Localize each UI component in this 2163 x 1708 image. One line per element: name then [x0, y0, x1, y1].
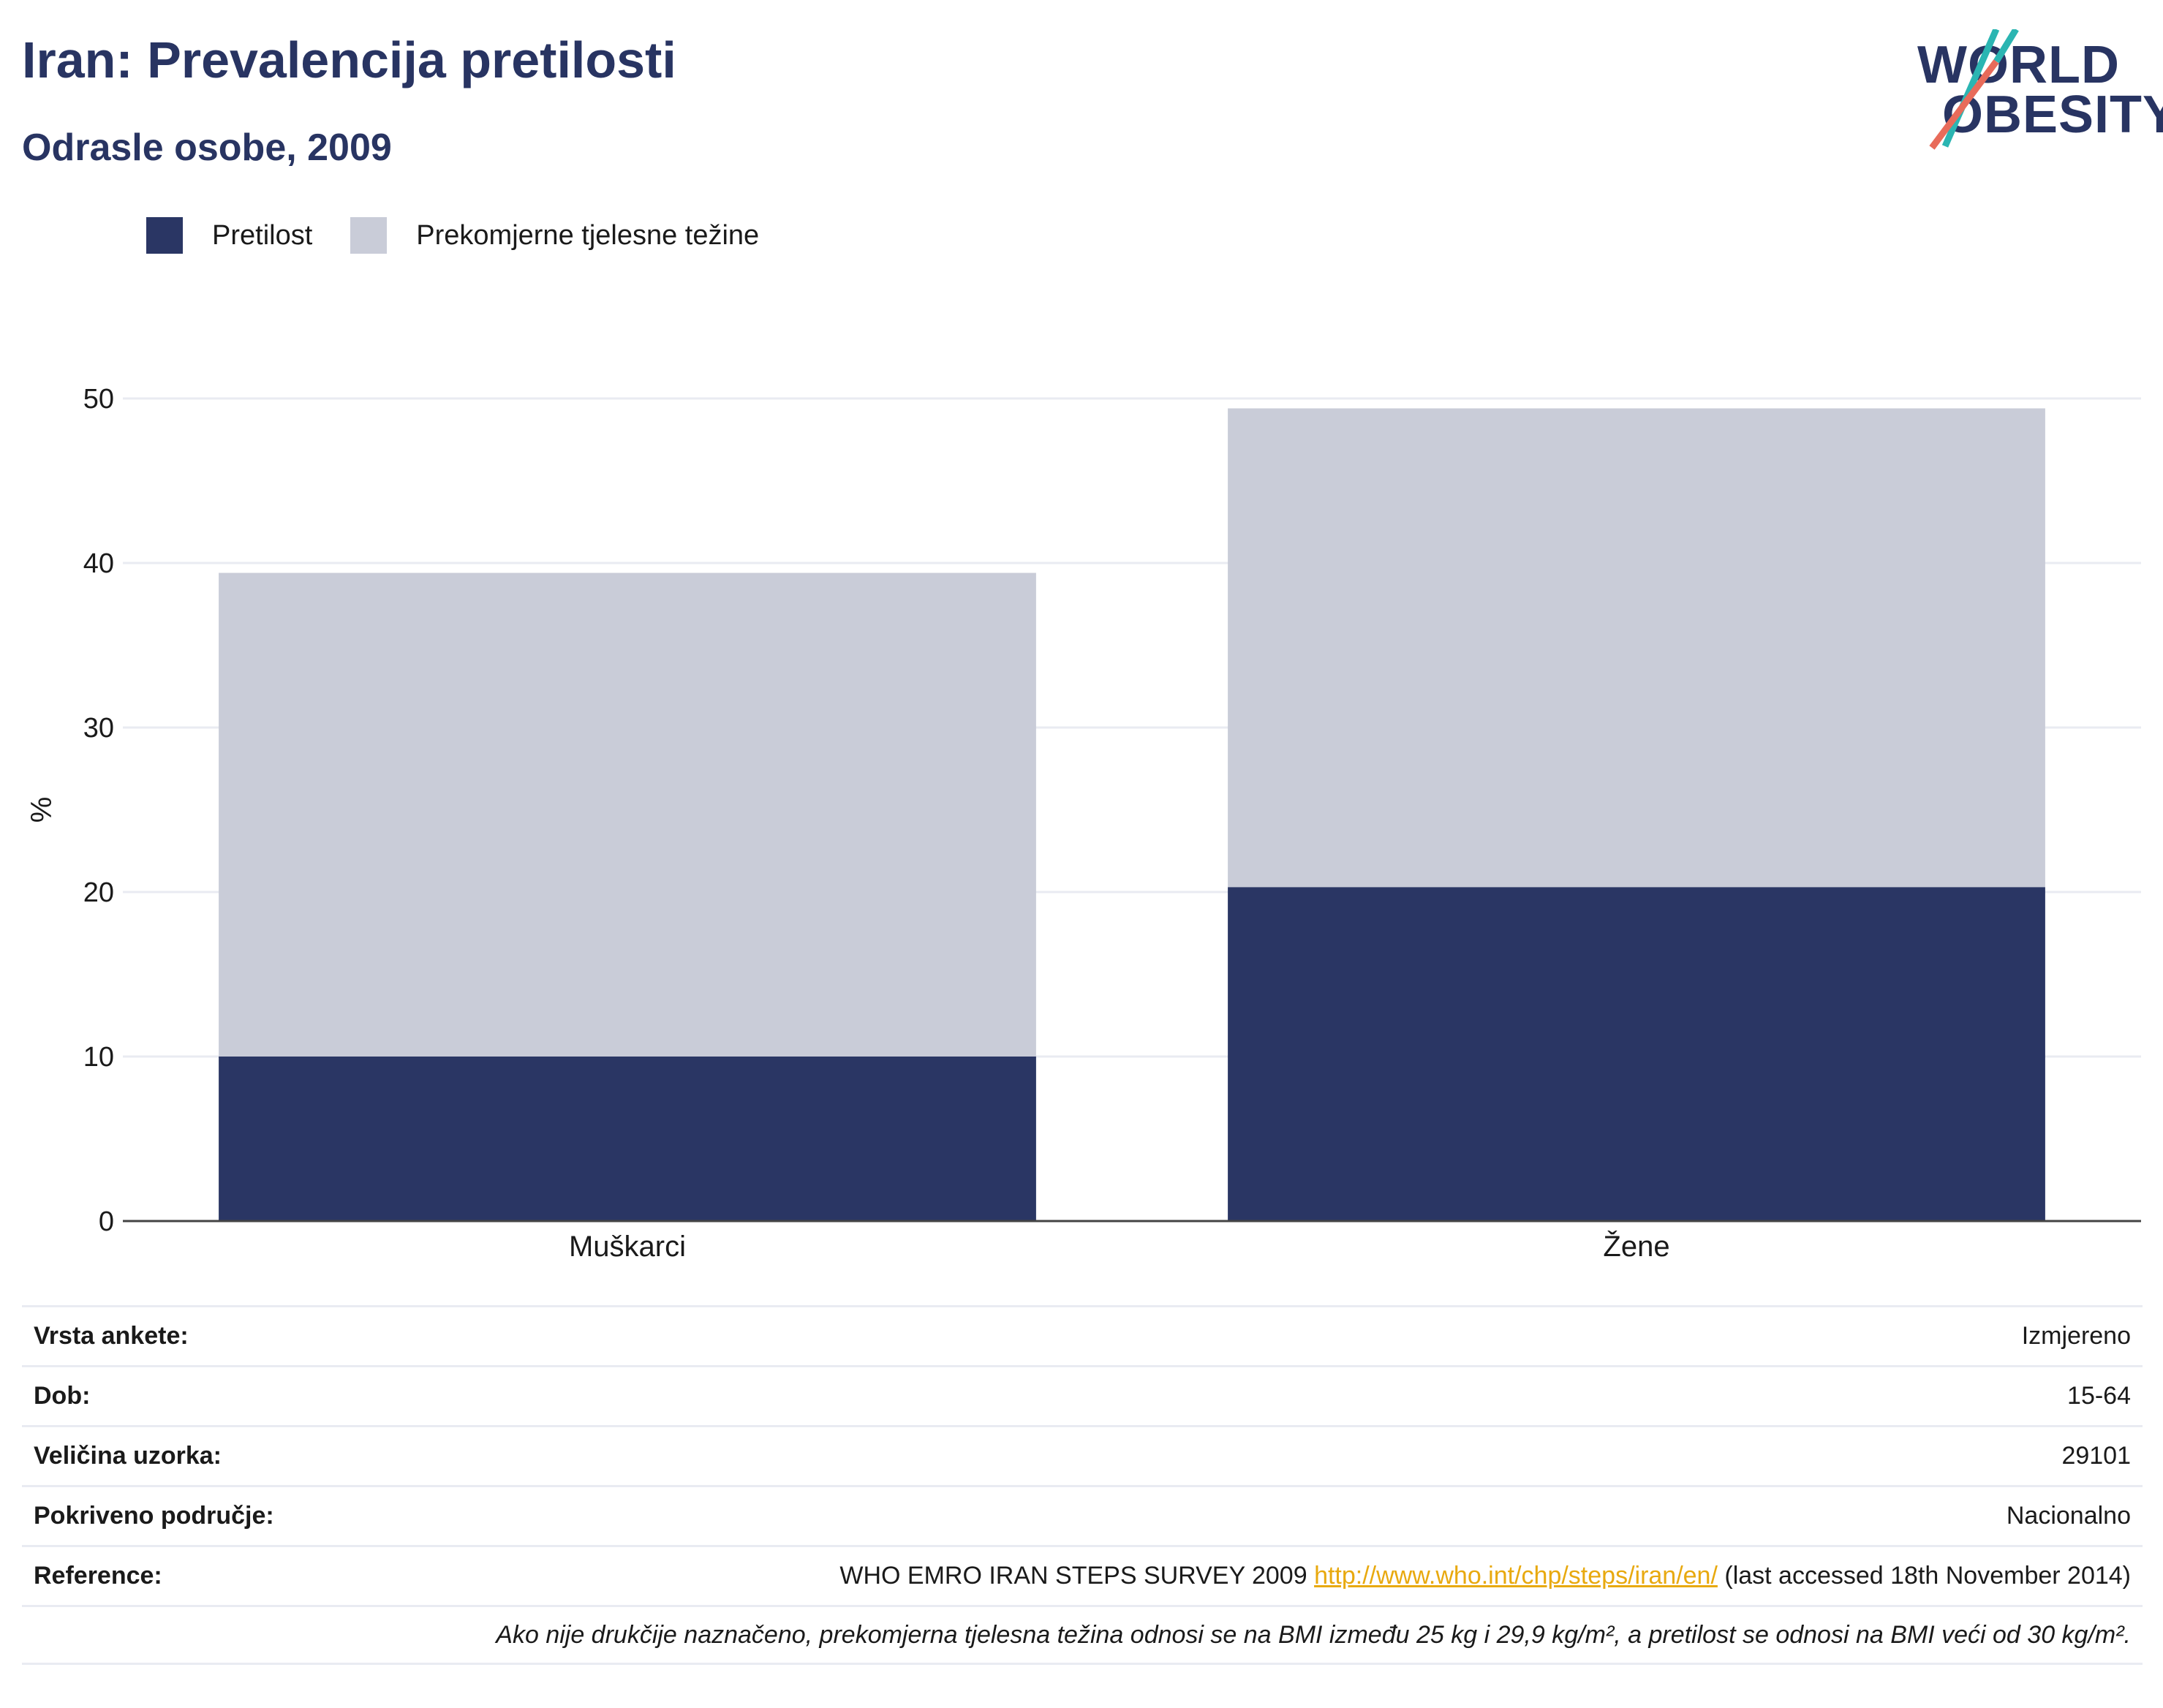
- y-tick-label: 50: [83, 384, 114, 415]
- info-label: Pokriveno područje:: [34, 1502, 274, 1530]
- legend-item-overweight: Prekomjerne tjelesne težine: [350, 217, 759, 254]
- reference-link[interactable]: http://www.who.int/chp/steps/iran/en/: [1314, 1562, 1718, 1590]
- info-value: 29101: [2061, 1442, 2131, 1470]
- definition-note: Ako nije drukčije naznačeno, prekomjerna…: [22, 1605, 2143, 1665]
- info-value: Izmjereno: [2021, 1322, 2131, 1350]
- bar-obesity-2: [1228, 887, 2045, 1221]
- x-tick-label: Muškarci: [569, 1231, 686, 1263]
- bar-obesity-1: [219, 1057, 1036, 1221]
- info-row-coverage: Pokriveno područje: Nacionalno: [22, 1485, 2143, 1545]
- page-title: Iran: Prevalencija pretilosti: [22, 31, 676, 88]
- logo-slash-icon: [1929, 29, 2019, 150]
- logo-line-2: OBESITY: [1942, 86, 2163, 144]
- logo-line-1: WORLD: [1917, 36, 2120, 94]
- legend-swatch-obesity: [146, 217, 183, 254]
- bar-overweight-2: [1228, 408, 2045, 888]
- info-label: Vrsta ankete:: [34, 1322, 189, 1350]
- y-tick-label: 40: [83, 548, 114, 579]
- info-row-sample-size: Veličina uzorka: 29101: [22, 1425, 2143, 1485]
- legend-item-obesity: Pretilost: [146, 217, 312, 254]
- reference-suffix: (last accessed 18th November 2014): [1724, 1562, 2131, 1590]
- legend-label-overweight: Prekomjerne tjelesne težine: [416, 219, 760, 251]
- info-label: Reference:: [34, 1562, 162, 1590]
- chart-legend: Pretilost Prekomjerne tjelesne težine: [146, 216, 797, 254]
- info-label: Veličina uzorka:: [34, 1442, 222, 1470]
- info-row-age: Dob: 15-64: [22, 1365, 2143, 1425]
- info-row-survey-type: Vrsta ankete: Izmjereno: [22, 1305, 2143, 1365]
- reference-value: WHO EMRO IRAN STEPS SURVEY 2009 http://w…: [839, 1562, 2131, 1590]
- world-obesity-logo: WORLD OBESITY: [1909, 29, 2163, 154]
- legend-swatch-overweight: [350, 217, 388, 254]
- y-axis-title: %: [26, 797, 58, 823]
- x-tick-label: Žene: [1603, 1230, 1669, 1263]
- info-value: Nacionalno: [2006, 1502, 2131, 1530]
- info-label: Dob:: [34, 1382, 91, 1410]
- bar-chart: 0 10 20 30 40 50% Muškarci Žene: [26, 384, 2141, 1263]
- legend-label-obesity: Pretilost: [212, 219, 313, 251]
- bar-overweight-1: [219, 573, 1036, 1057]
- page-subtitle: Odrasle osobe, 2009: [22, 126, 392, 169]
- reference-prefix: WHO EMRO IRAN STEPS SURVEY 2009: [839, 1562, 1307, 1590]
- y-tick-label: 10: [83, 1042, 114, 1073]
- survey-info-table: Vrsta ankete: Izmjereno Dob: 15-64 Velič…: [22, 1305, 2143, 1665]
- info-row-reference: Reference: WHO EMRO IRAN STEPS SURVEY 20…: [22, 1545, 2143, 1605]
- info-value: 15-64: [2067, 1382, 2131, 1410]
- y-tick-label: 0: [99, 1206, 114, 1237]
- y-tick-label: 30: [83, 713, 114, 744]
- y-tick-label: 20: [83, 877, 114, 908]
